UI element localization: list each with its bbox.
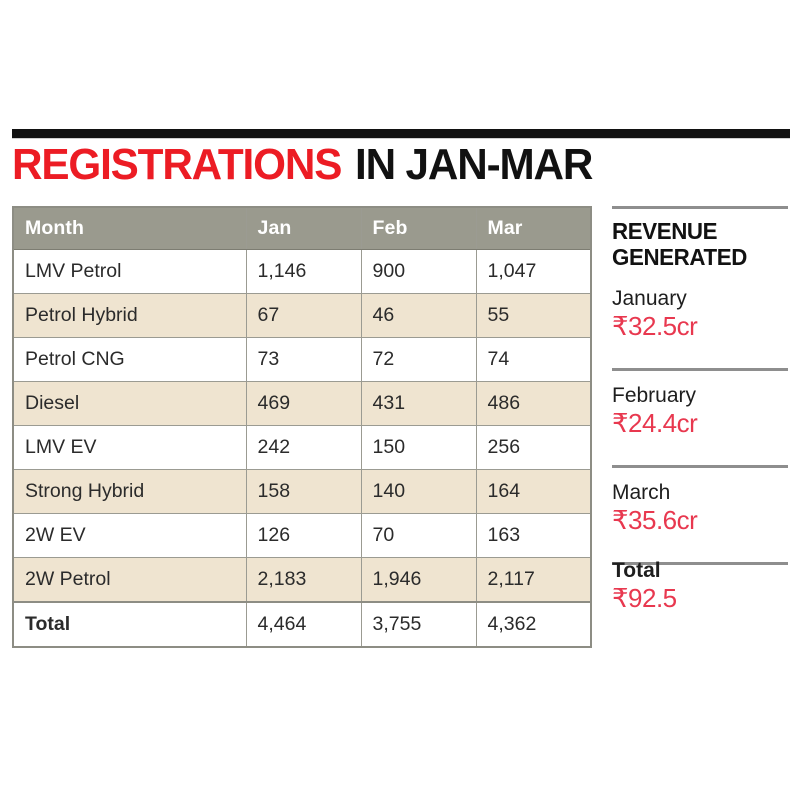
row-value-feb: 70 [361,513,477,558]
row-value-mar: 2,117 [476,557,591,603]
row-value-mar: 1,047 [476,249,591,294]
row-value-feb: 150 [361,425,477,470]
page-title-red: REGISTRATIONS [12,140,342,189]
revenue-item-march: March ₹35.6cr [612,480,792,535]
row-value-jan: 73 [246,337,362,382]
revenue-item-january: January ₹32.5cr [612,286,792,341]
row-value-feb: 1,946 [361,557,477,603]
revenue-divider [612,465,788,468]
row-label: LMV Petrol [13,249,247,294]
revenue-panel: REVENUE GENERATED January ₹32.5cr Februa… [610,206,790,636]
page-title-black: IN JAN-MAR [354,140,593,189]
table-row: 2W Petrol 2,183 1,946 2,117 [13,557,591,603]
column-header-month: Month [13,207,247,250]
table-row-total: Total 4,464 3,755 4,362 [13,601,591,647]
revenue-amount-value: ₹24.4cr [612,408,698,438]
row-value-jan: 469 [246,381,362,426]
content-area: Month Jan Feb Mar LMV Petrol 1,146 900 1… [12,206,790,648]
column-header-mar: Mar [476,207,591,250]
revenue-month-label: March [612,481,671,504]
column-header-jan: Jan [246,207,362,250]
revenue-divider [612,368,788,371]
revenue-item-february: February ₹24.4cr [612,383,792,438]
row-label: Petrol Hybrid [13,293,247,338]
column-header-feb: Feb [361,207,477,250]
row-value-jan: 1,146 [246,249,362,294]
row-label: 2W EV [13,513,247,558]
revenue-amount-value: ₹35.6cr [612,505,698,535]
table-header-row: Month Jan Feb Mar [13,207,591,250]
row-value-mar: 486 [476,381,591,426]
row-total-mar: 4,362 [476,601,591,647]
registrations-table: Month Jan Feb Mar LMV Petrol 1,146 900 1… [12,206,592,648]
revenue-amount-value: ₹32.5cr [612,311,698,341]
revenue-divider [612,562,788,565]
row-value-jan: 2,183 [246,557,362,603]
row-value-feb: 140 [361,469,477,514]
top-divider-rule [12,129,790,138]
row-value-mar: 256 [476,425,591,470]
row-label-total: Total [13,601,247,647]
row-total-jan: 4,464 [246,601,362,647]
row-value-jan: 158 [246,469,362,514]
page-title: REGISTRATIONS IN JAN-MAR [12,141,792,189]
revenue-total-label: Total [612,559,661,582]
row-value-mar: 55 [476,293,591,338]
table-row: LMV Petrol 1,146 900 1,047 [13,249,591,294]
row-value-feb: 72 [361,337,477,382]
table-row: LMV EV 242 150 256 [13,425,591,470]
row-value-feb: 431 [361,381,477,426]
row-label: Diesel [13,381,247,426]
row-label: 2W Petrol [13,557,247,603]
row-value-jan: 126 [246,513,362,558]
revenue-month-label: February [612,384,697,407]
table-row: 2W EV 126 70 163 [13,513,591,558]
revenue-item-total: Total ₹92.5 [612,558,792,613]
row-value-jan: 67 [246,293,362,338]
revenue-title-line1: REVENUE [612,218,718,244]
table-row: Strong Hybrid 158 140 164 [13,469,591,514]
table-row: Diesel 469 431 486 [13,381,591,426]
row-value-jan: 242 [246,425,362,470]
row-label: Strong Hybrid [13,469,247,514]
table-row: Petrol Hybrid 67 46 55 [13,293,591,338]
revenue-top-rule [612,206,788,209]
table-header: Month Jan Feb Mar [13,207,591,250]
row-total-feb: 3,755 [361,601,477,647]
revenue-panel-title: REVENUE GENERATED [612,218,792,270]
row-value-mar: 164 [476,469,591,514]
row-value-feb: 900 [361,249,477,294]
row-value-mar: 74 [476,337,591,382]
row-value-feb: 46 [361,293,477,338]
revenue-title-line2: GENERATED [612,244,747,270]
revenue-month-label: January [612,287,687,310]
revenue-total-value: ₹92.5 [612,583,677,613]
table-row: Petrol CNG 73 72 74 [13,337,591,382]
row-label: LMV EV [13,425,247,470]
row-label: Petrol CNG [13,337,247,382]
row-value-mar: 163 [476,513,591,558]
table-body: LMV Petrol 1,146 900 1,047 Petrol Hybrid… [13,249,591,647]
